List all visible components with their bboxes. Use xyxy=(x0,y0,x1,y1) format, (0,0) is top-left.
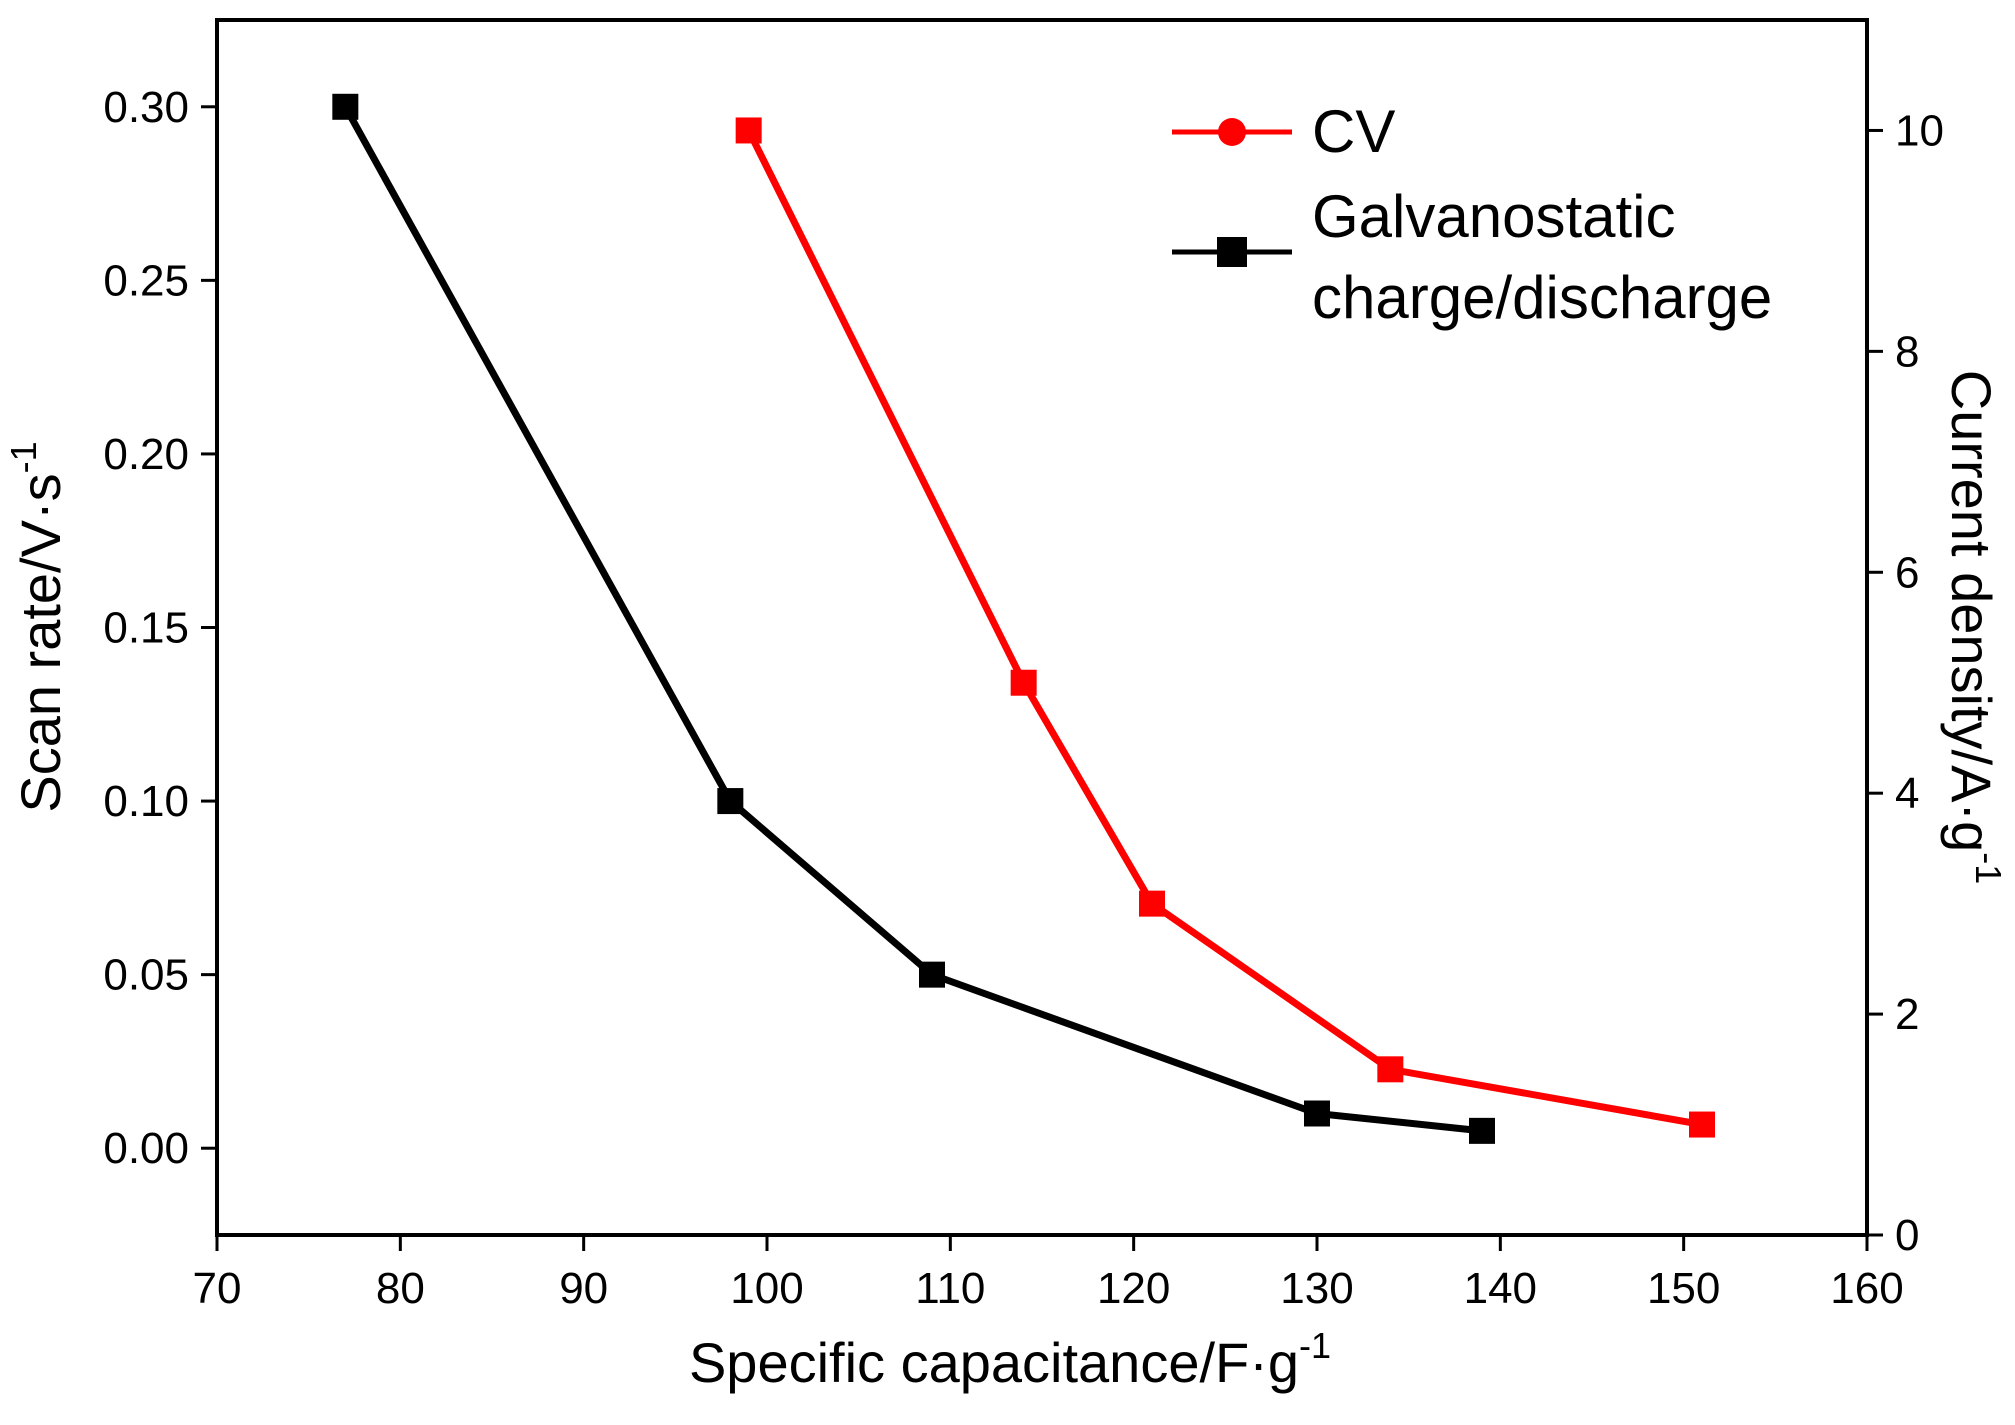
y-right-tick-label: 2 xyxy=(1895,990,1919,1039)
x-tick-label: 90 xyxy=(559,1264,608,1313)
y-left-tick-label: 0.15 xyxy=(103,604,189,653)
legend-gcd-marker xyxy=(1217,237,1247,267)
x-axis-title-sup: -1 xyxy=(1299,1325,1331,1366)
y-left-tick-label: 0.25 xyxy=(103,256,189,305)
legend: CV Galvanostatic charge/discharge xyxy=(1172,98,1772,331)
x-axis-title: Specific capacitance/F·g-1 xyxy=(689,1325,1331,1394)
y-right-tick-label: 6 xyxy=(1895,548,1919,597)
y-left-tick-label: 0.00 xyxy=(103,1124,189,1173)
data-point-gcd xyxy=(1469,1117,1495,1144)
x-tick-label: 110 xyxy=(915,1264,985,1313)
data-point-cv xyxy=(1010,669,1037,696)
y-right-axis-title-main: Current density/A·g xyxy=(1940,370,2003,852)
y-left-axis-title: Scan rate/V·s-1 xyxy=(3,441,72,812)
x-tick-label: 70 xyxy=(193,1264,242,1313)
y-left-axis-ticks: 0.00 0.05 0.10 0.15 0.20 0.25 0.30 xyxy=(103,83,217,1173)
data-point-gcd xyxy=(1304,1100,1330,1127)
y-right-axis-title: Current density/A·g-1 xyxy=(1940,370,2009,884)
data-point-gcd xyxy=(919,961,945,988)
data-point-cv xyxy=(1689,1111,1715,1138)
x-tick-label: 120 xyxy=(1097,1264,1170,1313)
data-point-cv xyxy=(1377,1056,1404,1083)
y-left-tick-label: 0.05 xyxy=(103,951,189,1000)
series-layer xyxy=(332,93,1715,1144)
x-tick-label: 150 xyxy=(1647,1264,1720,1313)
y-right-tick-label: 8 xyxy=(1895,327,1919,376)
data-point-gcd xyxy=(717,788,744,815)
legend-gcd-label-line1: Galvanostatic xyxy=(1312,183,1676,250)
x-tick-label: 130 xyxy=(1280,1264,1353,1313)
y-left-axis-title-main: Scan rate/V·s xyxy=(9,473,72,812)
y-left-axis-title-sup: -1 xyxy=(3,441,44,473)
y-right-tick-label: 0 xyxy=(1895,1211,1919,1260)
data-point-gcd xyxy=(332,93,359,120)
legend-cv-marker xyxy=(1218,118,1246,146)
x-tick-label: 100 xyxy=(730,1264,803,1313)
y-left-tick-label: 0.30 xyxy=(103,83,189,132)
legend-gcd-label-line2: charge/discharge xyxy=(1312,264,1772,331)
y-left-tick-label: 0.20 xyxy=(103,430,189,479)
y-left-tick-label: 0.10 xyxy=(103,777,189,826)
y-right-axis-title-sup: -1 xyxy=(1968,852,2009,884)
legend-cv-label: CV xyxy=(1312,98,1395,165)
x-tick-label: 140 xyxy=(1464,1264,1537,1313)
x-axis-ticks: 70 80 90 100 110 120 130 140 150 160 xyxy=(193,1235,1904,1313)
y-right-tick-label: 10 xyxy=(1895,106,1944,155)
x-tick-label: 80 xyxy=(376,1264,425,1313)
x-tick-label: 160 xyxy=(1830,1264,1903,1313)
y-right-tick-label: 4 xyxy=(1895,769,1919,818)
data-point-cv xyxy=(735,117,762,144)
data-point-cv xyxy=(1139,890,1165,917)
y-right-axis-ticks: 0 2 4 6 8 10 xyxy=(1867,106,1944,1260)
series-line-gcd xyxy=(342,105,1483,1135)
x-axis-title-main: Specific capacitance/F·g xyxy=(689,1331,1299,1394)
